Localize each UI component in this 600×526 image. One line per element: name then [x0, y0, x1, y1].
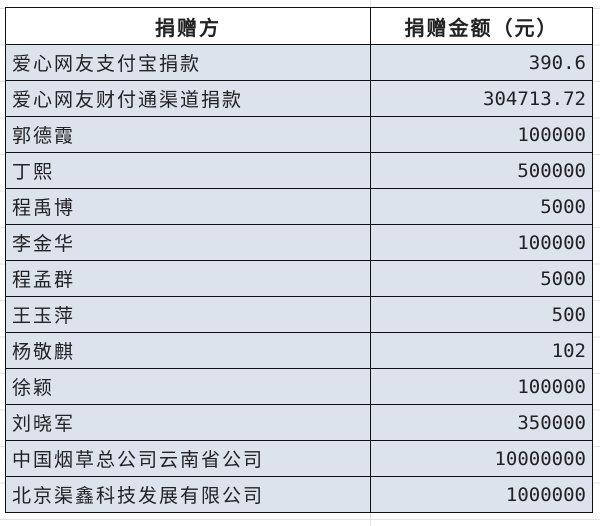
amount-cell: 500	[370, 296, 593, 333]
donor-cell: 郭德霞	[5, 116, 371, 153]
amount-cell: 1000000	[370, 476, 593, 513]
donor-cell: 徐颖	[5, 368, 371, 405]
table-row: 程孟群 5000	[5, 260, 593, 297]
donor-cell: 王玉萍	[5, 296, 371, 333]
donor-cell: 中国烟草总公司云南省公司	[5, 440, 371, 477]
table-row: 李金华 100000	[5, 224, 593, 261]
table-row: 中国烟草总公司云南省公司 10000000	[5, 440, 593, 477]
donor-cell: 爱心网友支付宝捐款	[5, 44, 371, 81]
table-row: 丁熙 500000	[5, 152, 593, 189]
donor-cell: 刘晓军	[5, 404, 371, 441]
amount-cell: 500000	[370, 152, 593, 189]
donor-cell: 程禹博	[5, 188, 371, 225]
header-row: 捐赠方 捐赠金额（元）	[5, 7, 593, 45]
amount-cell: 100000	[370, 224, 593, 261]
table-row: 徐颖 100000	[5, 368, 593, 405]
table-row: 王玉萍 500	[5, 296, 593, 333]
amount-cell: 5000	[370, 188, 593, 225]
donor-cell: 程孟群	[5, 260, 371, 297]
table-row: 程禹博 5000	[5, 188, 593, 225]
header-donor: 捐赠方	[5, 7, 371, 45]
donor-cell: 爱心网友财付通渠道捐款	[5, 80, 371, 117]
donation-table: 捐赠方 捐赠金额（元） 爱心网友支付宝捐款 390.6 爱心网友财付通渠道捐款 304…	[5, 7, 593, 513]
table-row: 爱心网友支付宝捐款 390.6	[5, 44, 593, 81]
table-row: 北京渠鑫科技发展有限公司 1000000	[5, 476, 593, 513]
header-amount: 捐赠金额（元）	[370, 7, 593, 45]
table-row: 郭德霞 100000	[5, 116, 593, 153]
donor-cell: 李金华	[5, 224, 371, 261]
amount-cell: 304713.72	[370, 80, 593, 117]
donor-cell: 杨敬麒	[5, 332, 371, 369]
donor-cell: 丁熙	[5, 152, 371, 189]
table-row: 爱心网友财付通渠道捐款 304713.72	[5, 80, 593, 117]
amount-cell: 350000	[370, 404, 593, 441]
table-row: 刘晓军 350000	[5, 404, 593, 441]
donor-cell: 北京渠鑫科技发展有限公司	[5, 476, 371, 513]
amount-cell: 102	[370, 332, 593, 369]
amount-cell: 5000	[370, 260, 593, 297]
amount-cell: 100000	[370, 368, 593, 405]
amount-cell: 10000000	[370, 440, 593, 477]
amount-cell: 390.6	[370, 44, 593, 81]
amount-cell: 100000	[370, 116, 593, 153]
table-row: 杨敬麒 102	[5, 332, 593, 369]
